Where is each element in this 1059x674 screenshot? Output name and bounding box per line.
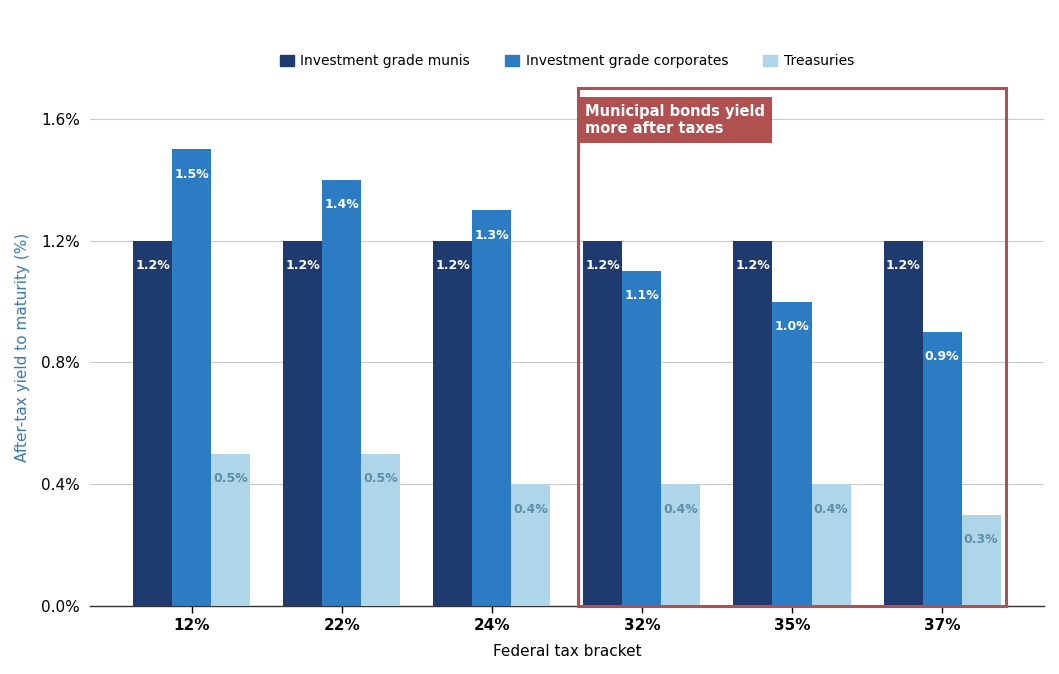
Text: 0.3%: 0.3% — [964, 533, 999, 546]
Text: Municipal bonds yield
more after taxes: Municipal bonds yield more after taxes — [585, 104, 765, 136]
Text: 0.5%: 0.5% — [213, 472, 248, 485]
Bar — [472, 210, 511, 606]
Text: 1.2%: 1.2% — [586, 259, 621, 272]
Bar — [361, 454, 400, 606]
Text: 1.0%: 1.0% — [774, 320, 809, 333]
Text: 1.1%: 1.1% — [625, 289, 660, 303]
Bar — [922, 332, 962, 606]
Bar — [584, 241, 623, 606]
Text: 1.2%: 1.2% — [885, 259, 920, 272]
Text: 1.2%: 1.2% — [136, 259, 170, 272]
Bar — [511, 485, 551, 606]
Bar — [962, 515, 1001, 606]
X-axis label: Federal tax bracket: Federal tax bracket — [492, 644, 641, 659]
Text: 0.4%: 0.4% — [813, 503, 848, 516]
Bar — [322, 180, 361, 606]
Bar — [433, 241, 472, 606]
Text: 0.5%: 0.5% — [363, 472, 398, 485]
Bar — [211, 454, 250, 606]
Bar — [662, 485, 700, 606]
Text: 1.3%: 1.3% — [474, 228, 509, 241]
Text: 1.5%: 1.5% — [175, 168, 209, 181]
Legend: Investment grade munis, Investment grade corporates, Treasuries: Investment grade munis, Investment grade… — [274, 49, 860, 74]
Bar — [883, 241, 922, 606]
Y-axis label: After-tax yield to maturity (%): After-tax yield to maturity (%) — [15, 233, 30, 462]
Bar — [772, 301, 811, 606]
Text: 1.4%: 1.4% — [324, 198, 359, 211]
Bar — [133, 241, 173, 606]
Text: 1.2%: 1.2% — [285, 259, 320, 272]
Bar — [734, 241, 772, 606]
Text: 1.2%: 1.2% — [736, 259, 770, 272]
Text: 0.9%: 0.9% — [925, 350, 959, 363]
Text: 0.4%: 0.4% — [514, 503, 549, 516]
Bar — [173, 150, 211, 606]
Bar — [283, 241, 322, 606]
Bar — [623, 271, 662, 606]
Text: 1.2%: 1.2% — [435, 259, 470, 272]
Text: 0.4%: 0.4% — [664, 503, 698, 516]
Bar — [811, 485, 850, 606]
